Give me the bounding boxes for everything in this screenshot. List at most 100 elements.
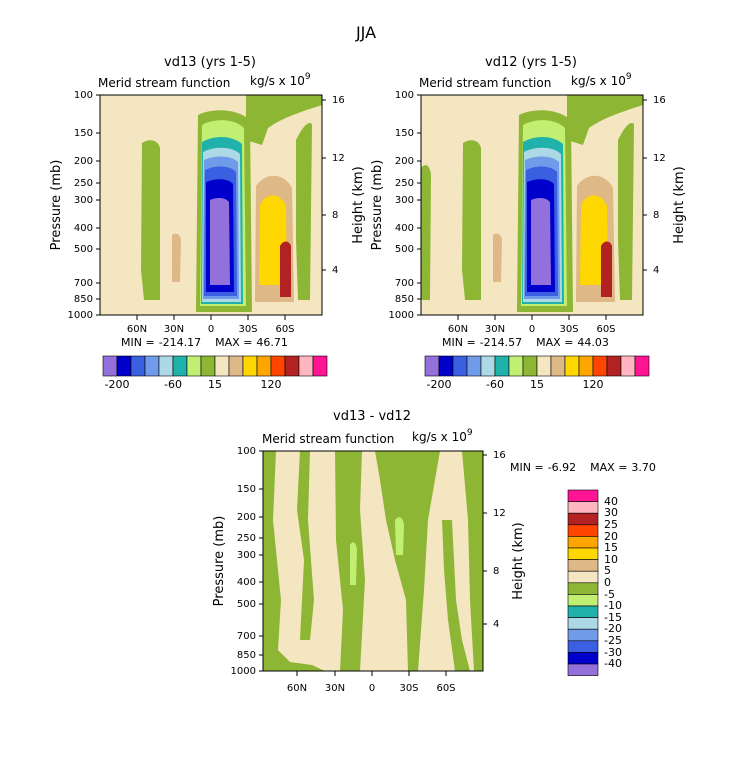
colorbar-label: 10 <box>604 553 618 566</box>
x-tick-label: 60S <box>436 683 455 694</box>
colorbar: 40 30 25 20 15 10 5 0 -5 -10 -15 -20 -25… <box>567 489 622 676</box>
y-tick-label: 100 <box>74 90 93 101</box>
panel-subtitle: Merid stream function <box>419 76 551 90</box>
x-tick-label: 0 <box>529 324 535 335</box>
x-tick-label: 0 <box>369 683 375 694</box>
y-tick-label: 1000 <box>68 310 93 321</box>
x-tick-label: 60N <box>127 324 147 335</box>
y-tick-label: 850 <box>395 294 414 305</box>
contour-region-green <box>567 95 643 145</box>
colorbar-swatches <box>102 355 328 377</box>
colorbar-swatch <box>567 489 599 502</box>
colorbar-swatch <box>567 512 599 526</box>
y-tick-label: 850 <box>237 650 256 661</box>
y-tick-label: 500 <box>237 599 256 610</box>
contour-field <box>421 95 643 315</box>
panel-subtitle: Merid stream function <box>98 76 230 90</box>
colorbar-swatch <box>536 355 552 377</box>
y-tick-label: 400 <box>237 577 256 588</box>
colorbar-swatch <box>130 355 146 377</box>
colorbar: -200 -60 15 120 <box>102 355 328 391</box>
contour-region-tan <box>493 233 502 282</box>
height-tick-label: 12 <box>332 153 345 164</box>
x-axis: 60N 30N 0 30S 60S <box>287 671 456 694</box>
colorbar-swatch <box>567 547 599 560</box>
plot-frame <box>262 450 484 672</box>
colorbar-swatch <box>200 355 216 377</box>
min-max-readout: MIN = -214.57 MAX = 44.03 <box>442 336 609 349</box>
height-tick-label: 16 <box>653 95 666 106</box>
colorbar-swatch <box>228 355 244 377</box>
height-tick-label: 8 <box>653 210 659 221</box>
x-tick-label: 30S <box>399 683 418 694</box>
x-tick-label: 30S <box>238 324 257 335</box>
colorbar-swatch <box>242 355 258 377</box>
panel-vd12: vd12 (yrs 1-5) Merid stream function kg/… <box>370 55 687 391</box>
y-tick-label: 100 <box>395 90 414 101</box>
contour-region-green <box>297 451 314 640</box>
y-axis-title: Pressure (mb) <box>49 160 64 251</box>
colorbar-swatch <box>592 355 608 377</box>
y-tick-label: 250 <box>237 533 256 544</box>
contour-region-light-green <box>395 517 404 555</box>
colorbar-swatch <box>284 355 300 377</box>
colorbar-swatch <box>567 640 599 653</box>
colorbar-swatch <box>158 355 174 377</box>
colorbar-label: 15 <box>530 378 544 391</box>
units-label: kg/s x 109 <box>250 72 311 88</box>
colorbar-swatch <box>508 355 524 377</box>
x-tick-label: 60S <box>275 324 294 335</box>
y-tick-label: 150 <box>237 484 256 495</box>
height-tick-label: 12 <box>493 508 506 519</box>
colorbar-swatch <box>567 559 599 572</box>
y-axis-left: 100 150 200 250 300 400 500 700 850 1000… <box>370 90 421 321</box>
colorbar-swatch <box>578 355 594 377</box>
colorbar-swatch <box>567 501 599 514</box>
min-max-readout: MIN = -6.92 MAX = 3.70 <box>510 461 656 474</box>
colorbar-label: -200 <box>105 378 130 391</box>
colorbar-label: -20 <box>604 622 622 635</box>
y-tick-label: 700 <box>395 278 414 289</box>
height-tick-label: 4 <box>332 265 338 276</box>
colorbar-swatch <box>480 355 496 377</box>
y-tick-label: 200 <box>395 156 414 167</box>
panel-title: vd13 (yrs 1-5) <box>164 55 256 70</box>
colorbar-label: 5 <box>604 564 611 577</box>
colorbar-swatch <box>567 663 599 676</box>
colorbar-label: 0 <box>604 576 611 589</box>
colorbar-swatches <box>424 355 650 377</box>
colorbar-swatch <box>567 617 599 630</box>
colorbar-swatch <box>567 570 599 584</box>
contour-region-green <box>296 122 312 301</box>
colorbar-swatch <box>172 355 188 377</box>
height-tick-label: 16 <box>493 450 506 461</box>
y-tick-label: 200 <box>237 512 256 523</box>
colorbar-label: -15 <box>604 611 622 624</box>
colorbar-swatch <box>564 355 580 377</box>
height-tick-label: 16 <box>332 95 345 106</box>
colorbar-swatch <box>438 355 454 377</box>
colorbar-swatch <box>452 355 468 377</box>
panel-difference: vd13 - vd12 Merid stream function kg/s x… <box>212 409 656 694</box>
y-axis-right: 16 12 8 4 Height (km) <box>483 450 526 630</box>
colorbar-swatch <box>522 355 538 377</box>
x-tick-label: 60S <box>596 324 615 335</box>
colorbar-label: 120 <box>583 378 604 391</box>
height-axis-title: Height (km) <box>511 522 526 599</box>
y-tick-label: 400 <box>74 223 93 234</box>
y-tick-label: 100 <box>237 446 256 457</box>
colorbar-label: -40 <box>604 657 622 670</box>
x-tick-label: 60N <box>448 324 468 335</box>
colorbar-swatch <box>606 355 622 377</box>
height-tick-label: 4 <box>653 265 659 276</box>
contour-region-green <box>442 520 470 671</box>
colorbar-swatch <box>567 605 599 618</box>
colorbar-swatch <box>567 524 599 537</box>
contour-region-brick <box>280 241 291 297</box>
x-tick-label: 0 <box>208 324 214 335</box>
colorbar-swatch <box>214 355 230 377</box>
y-tick-label: 300 <box>74 195 93 206</box>
colorbar-swatch <box>144 355 160 377</box>
x-tick-label: 30N <box>325 683 345 694</box>
contour-region-purple <box>531 197 551 285</box>
